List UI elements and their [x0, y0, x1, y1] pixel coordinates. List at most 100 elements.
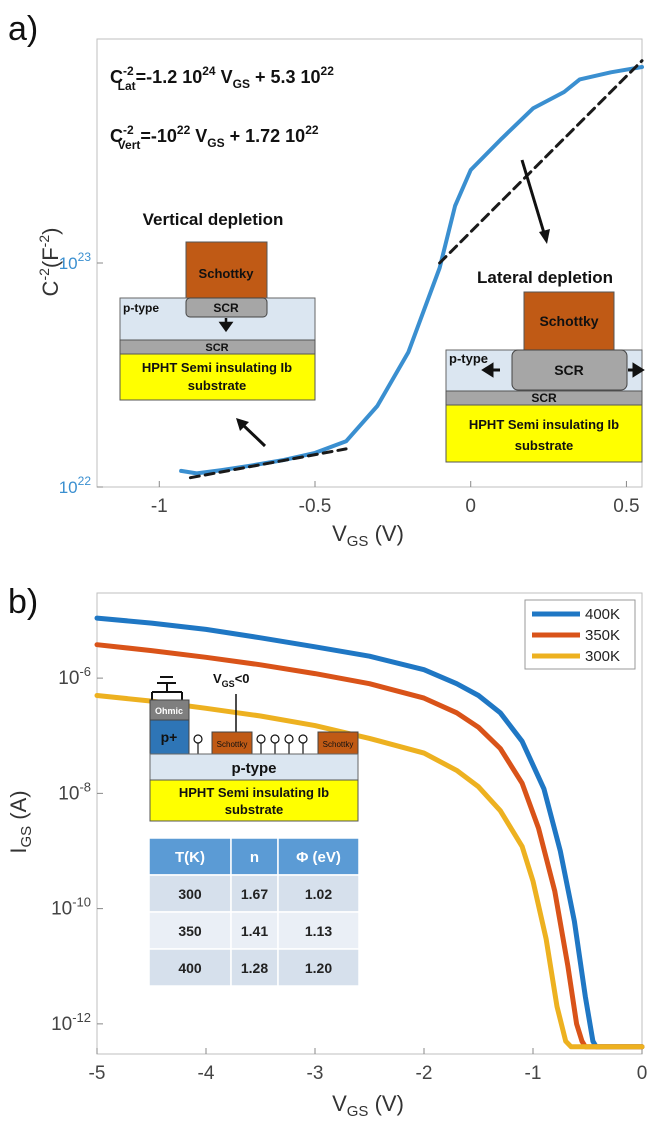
parameter-table: T(K) n Φ (eV) 300 1.67 1.02 350 1.41 1.13 400 1.28…: [148, 837, 360, 987]
inset-vertical-depletion: Vertical depletion Schottky SCR p-type S…: [119, 210, 316, 448]
table-cell: [148, 948, 232, 987]
scr-bottom-label: SCR: [205, 342, 228, 354]
fit-line: [188, 447, 348, 480]
table-cell-value: 1.13: [305, 923, 332, 939]
series-line-capacitance: [179, 65, 644, 476]
table-header-label: T(K): [175, 849, 205, 866]
chart-b-legend: 400K 350K 300K: [524, 599, 636, 670]
chart-b-xlabel: VGS (V): [332, 1091, 404, 1120]
schottky-contact: [185, 241, 268, 299]
y-tick-label: 10-12: [51, 1010, 91, 1035]
table-cell: [230, 948, 279, 987]
substrate-line-2: substrate: [515, 438, 574, 453]
y-tick-label: 1023: [59, 250, 92, 273]
pplus-region: [149, 719, 190, 755]
table-cell: [230, 874, 279, 913]
scr: [511, 349, 628, 391]
table-cell-value: 1.41: [241, 923, 268, 939]
chart-a-series: [179, 59, 644, 480]
arrow-right-icon: [628, 362, 645, 378]
arrow-head-icon: [236, 418, 249, 431]
x-tick-label: -1: [525, 1063, 542, 1084]
chart-a-ticks: -1 -0.5 0 0.5 1022 1023: [59, 250, 640, 517]
scr-bottom-label: SCR: [531, 391, 557, 405]
substrate-line-2: substrate: [188, 378, 247, 393]
x-tick-label: 0.5: [613, 496, 639, 517]
inset-vertical-title: Vertical depletion: [143, 210, 284, 229]
x-tick-label: 0: [465, 496, 476, 517]
table-cell-value: 300: [178, 886, 202, 902]
equation-vert: C-2 Vert=-1022 VGS + 1.72 1022: [110, 123, 319, 152]
series-line-350K: [94, 642, 645, 1050]
x-tick-label: -2: [416, 1063, 433, 1084]
ohmic-label: Ohmic: [155, 706, 183, 716]
schottky-label: Schottky: [199, 266, 255, 281]
y-tick-label: 1022: [59, 474, 92, 497]
y-tick-label: 10-8: [58, 779, 91, 804]
inset-lateral-depletion: Lateral depletion Schottky SCR p-type SC…: [445, 159, 645, 463]
table-cell: [277, 874, 360, 913]
series-line-300K: [94, 693, 645, 1050]
x-tick-label: -4: [198, 1063, 215, 1084]
panel-a-label: a): [8, 10, 38, 48]
x-tick-label: -3: [307, 1063, 324, 1084]
panel-b-label: b): [8, 583, 38, 621]
ptype-label: p-type: [123, 301, 159, 315]
pplus-label: p+: [161, 729, 178, 745]
arrow-to-curve-icon: [240, 422, 267, 448]
substrate-line-1: HPHT Semi insulating Ib: [179, 785, 329, 800]
ptype-label: p-type: [449, 351, 488, 366]
table-cell-value: 1.67: [241, 886, 268, 902]
arrow-down-icon: [218, 318, 234, 333]
schottky-contact: [523, 291, 615, 351]
arrow-to-lateral-icon: [520, 159, 546, 234]
chart-b: -5 -4 -3 -2 -1 0 10-6 10-8 10-10 10-12 VGS (V) IG…: [6, 592, 647, 1120]
x-tick-label: 0: [637, 1063, 647, 1084]
chart-a: -1 -0.5 0 0.5 1022 1023 VGS (V) C-2(F-2) C-2 L…: [36, 38, 645, 550]
series-line-400K: [94, 615, 645, 1050]
y-tick-label: 10-10: [51, 895, 91, 920]
ground-icon: [151, 676, 183, 700]
table-cell-value: 400: [178, 960, 202, 976]
hole-carriers-icon: [193, 734, 308, 754]
schottky-2-label: Schottky: [323, 740, 354, 749]
table-header-cell: [148, 837, 232, 876]
legend-label-400K: 400K: [585, 606, 620, 623]
chart-a-xlabel: VGS (V): [332, 521, 404, 550]
scr-top-label: SCR: [213, 301, 239, 315]
equation-lat: C-2 Lat=-1.2 1024 VGS + 5.3 1022: [110, 64, 334, 93]
table-cell-value: 350: [178, 923, 202, 939]
arrow-head-icon: [539, 229, 550, 244]
x-tick-label: -0.5: [299, 496, 332, 517]
scr-top: [185, 297, 268, 318]
table-cell-value: 1.28: [241, 960, 268, 976]
y-tick-label: 10-6: [58, 664, 91, 689]
chart-b-ylabel: IGS (A): [6, 790, 35, 853]
substrate: [119, 353, 316, 401]
table-cell: [277, 911, 360, 950]
vgs-label: VGS<0: [213, 671, 250, 689]
substrate-line-1: HPHT Semi insulating Ib: [469, 417, 619, 432]
legend-label-350K: 350K: [585, 627, 620, 644]
table-cell: [230, 911, 279, 950]
substrate-line-1: HPHT Semi insulating Ib: [142, 360, 292, 375]
table-header-label: n: [250, 849, 259, 866]
x-tick-label: -5: [89, 1063, 106, 1084]
inset-device: VGS<0 Ohmic p+ Schottky Schottky p-type …: [149, 671, 359, 822]
chart-a-ylabel: C-2(F-2): [36, 228, 63, 297]
chart-b-ticks: -5 -4 -3 -2 -1 0 10-6 10-8 10-10 10-12: [51, 664, 647, 1084]
substrate-line-2: substrate: [225, 802, 284, 817]
substrate: [149, 779, 359, 822]
substrate: [445, 404, 643, 463]
x-tick-label: -1: [151, 496, 168, 517]
arrow-left-icon: [481, 362, 500, 378]
table-header-label: Φ (eV): [296, 849, 341, 866]
chart-b-series: [94, 615, 645, 1050]
table-cell-value: 1.02: [305, 886, 332, 902]
table-cell: [277, 948, 360, 987]
schottky-1-label: Schottky: [217, 740, 248, 749]
ptype-label: p-type: [232, 760, 277, 777]
fit-line: [438, 59, 644, 265]
schottky-label: Schottky: [539, 313, 598, 329]
